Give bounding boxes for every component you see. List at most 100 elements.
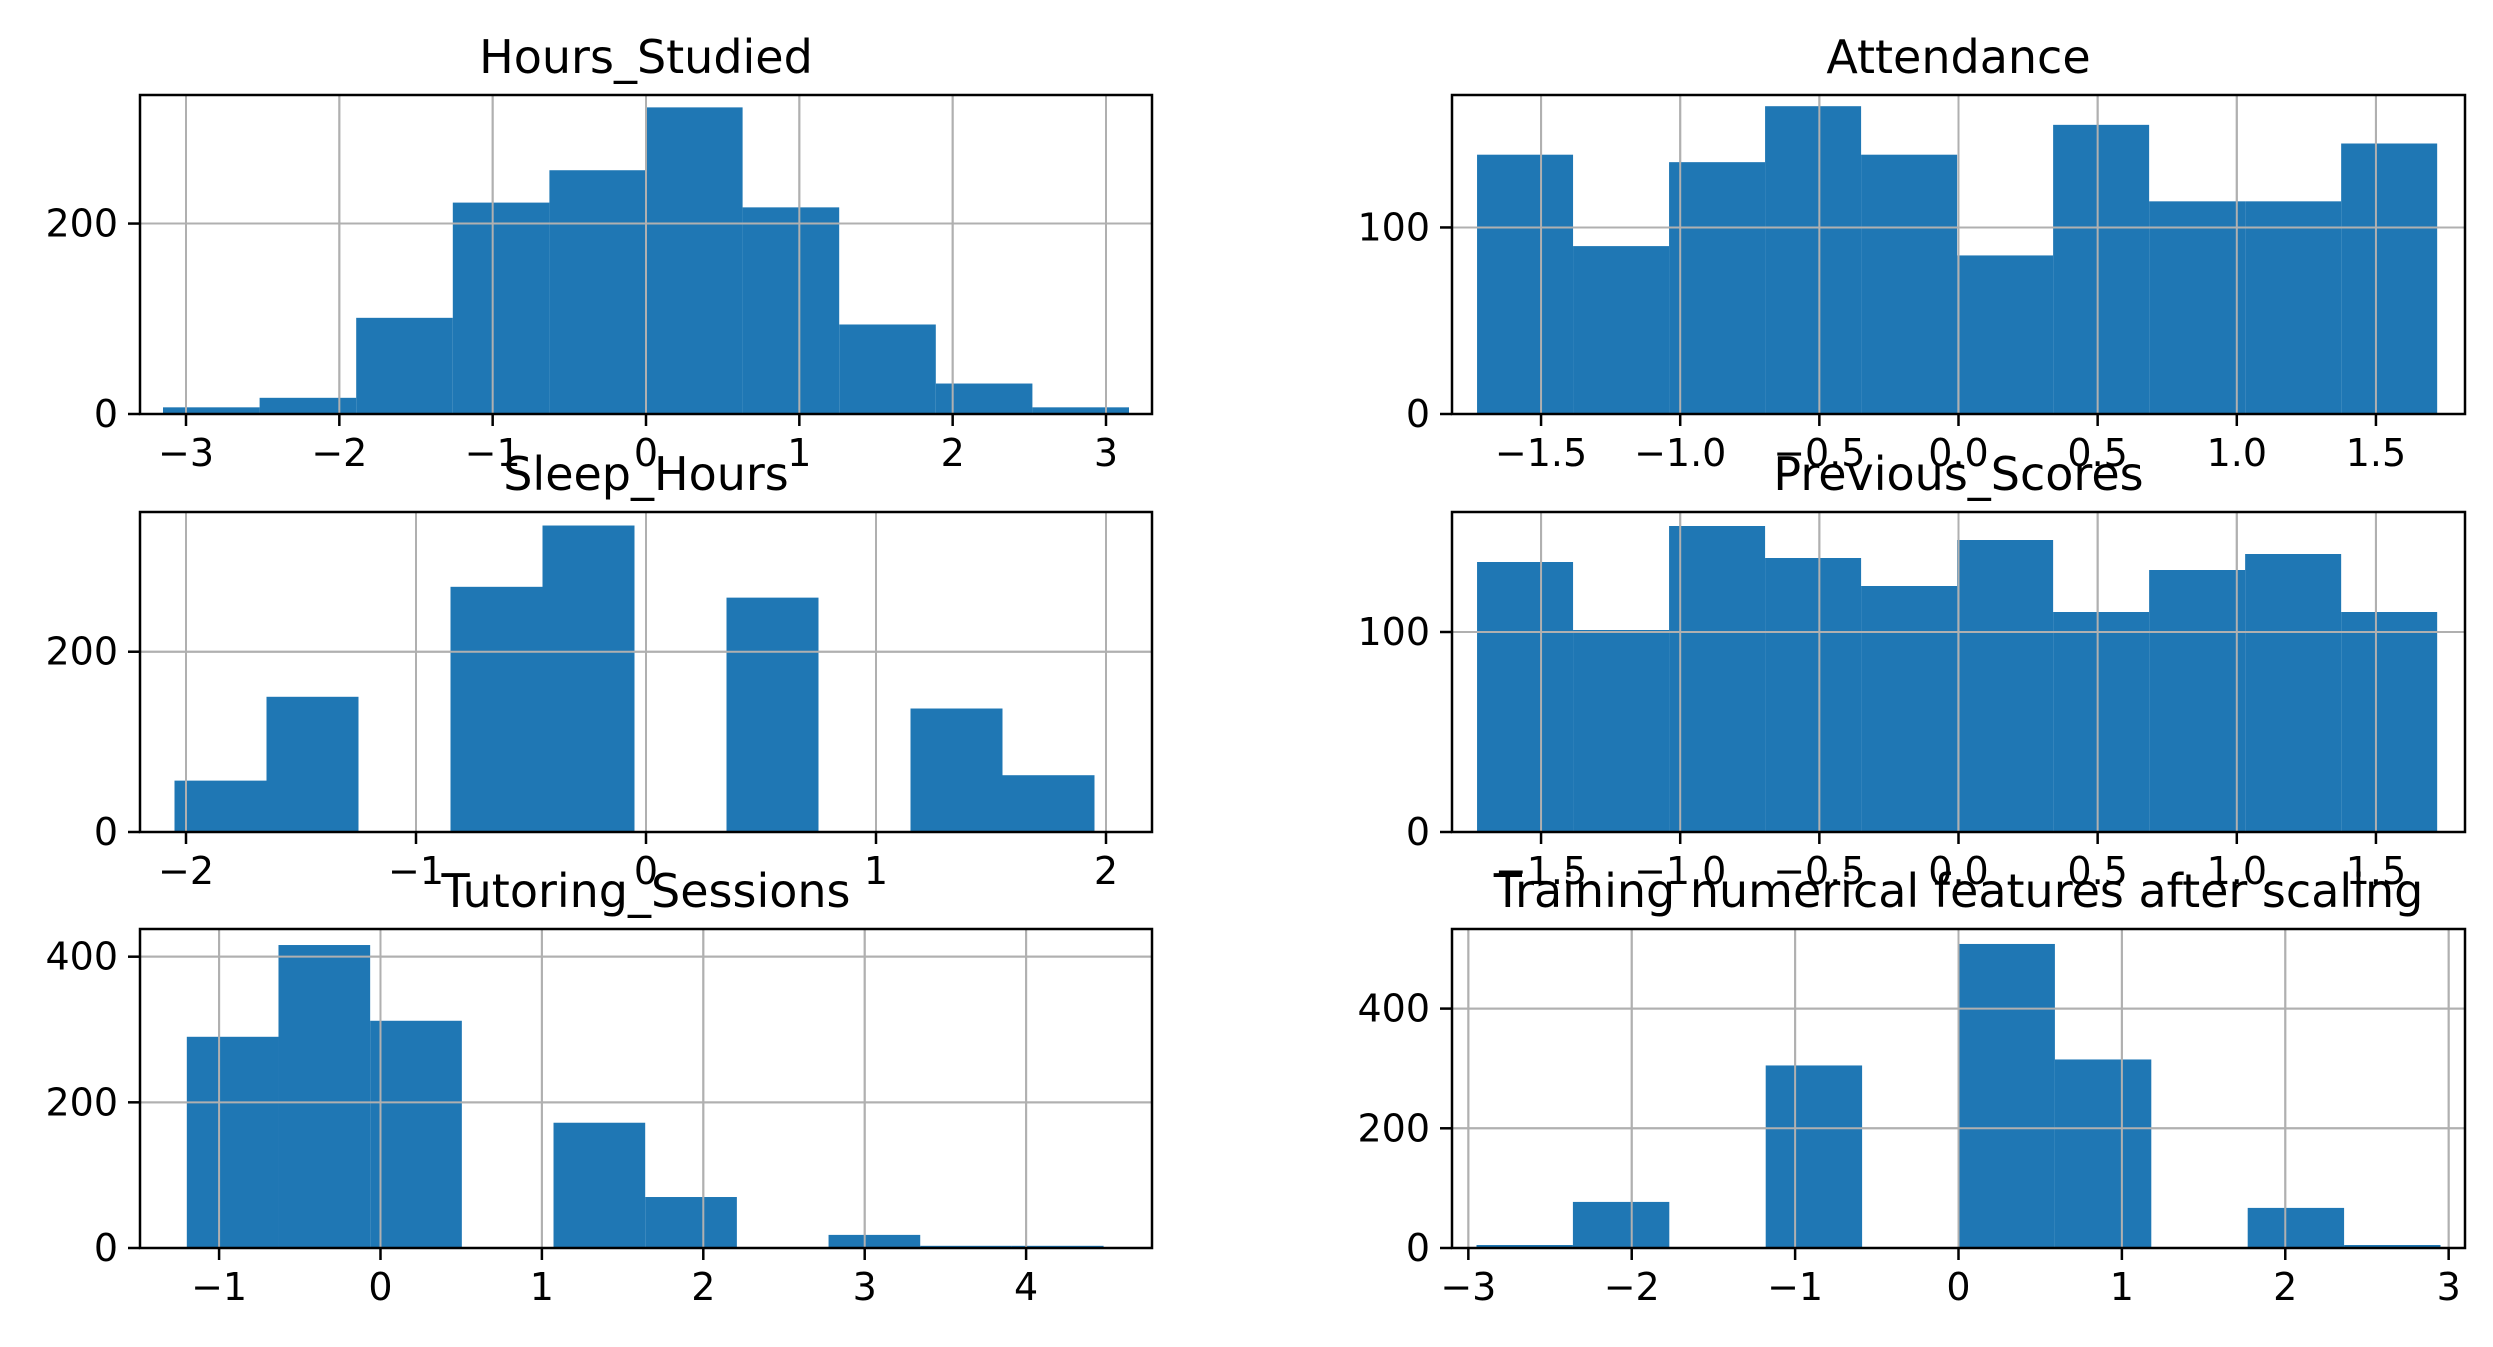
histogram-bar	[356, 317, 453, 414]
subplot-title: Attendance	[1826, 30, 2090, 84]
subplot-title: Previous_Scores	[1773, 447, 2143, 501]
histogram-bar	[1957, 540, 2054, 832]
histogram-bar	[1477, 154, 1574, 414]
x-tick-label: 0	[634, 431, 658, 475]
histogram-bar	[1669, 162, 1766, 414]
subplot-sleep-hours: −2 −1 0 1 2 0 200 Sleep_Hours	[45, 447, 1154, 893]
x-tick-label: −1.5	[1495, 849, 1587, 893]
x-tick-label: 2	[691, 1265, 715, 1309]
x-tick-label: 0	[634, 849, 658, 893]
histogram-bar	[452, 202, 550, 414]
x-tick-label: 3	[2437, 1265, 2461, 1309]
histogram-bar	[1669, 526, 1766, 832]
subplot-title: Hours_Studied	[479, 30, 813, 84]
x-tick-label: −0.5	[1773, 849, 1865, 893]
histogram-bar	[450, 586, 543, 832]
histogram-bar	[2245, 201, 2342, 414]
histogram-bar	[2341, 143, 2438, 414]
y-tick-label: 0	[94, 810, 118, 854]
y-ticks: 0 200 400	[45, 935, 140, 1270]
histogram-bar	[2054, 1059, 2152, 1248]
x-ticks: −1 0 1 2 3 4	[191, 1248, 1038, 1309]
x-tick-label: 1.0	[2207, 431, 2267, 475]
y-tick-label: 0	[1406, 392, 1430, 436]
y-tick-label: 200	[45, 202, 118, 246]
x-tick-label: −2	[311, 431, 367, 475]
histogram-bar	[1861, 154, 1958, 414]
subplot-tutoring-sessions: −1 0 1 2 3 4 0 200 400 Tutoring_Sessions	[45, 864, 1154, 1309]
histogram-bar	[549, 170, 646, 414]
axes-frame	[138, 927, 1154, 1250]
x-tick-label: 1.5	[2346, 431, 2406, 475]
histogram-bar	[1572, 1201, 1670, 1248]
subplot-attendance: −1.5 −1.0 −0.5 0.0 0.5 1.0 1.5 0 100 Attendance	[1357, 30, 2467, 475]
histogram-bar	[1573, 246, 1670, 414]
y-tick-label: 200	[1357, 1106, 1430, 1150]
x-tick-label: −1	[191, 1265, 247, 1309]
x-tick-label: 0.0	[1928, 849, 1988, 893]
histogram-bar	[2053, 612, 2150, 832]
x-tick-label: 1.5	[2346, 849, 2406, 893]
histogram-bar	[2245, 554, 2342, 832]
x-tick-label: −2	[1604, 1265, 1660, 1309]
y-tick-label: 0	[94, 392, 118, 436]
subplot-title: Sleep_Hours	[503, 447, 789, 501]
histogram-bar	[726, 597, 819, 832]
x-tick-label: −1.0	[1634, 849, 1726, 893]
histogram-bar	[2149, 201, 2246, 414]
histogram-bar	[553, 1122, 646, 1248]
y-ticks: 0 100	[1357, 205, 1452, 436]
x-tick-label: −1	[1767, 1265, 1823, 1309]
x-tick-label: 1.0	[2207, 849, 2267, 893]
y-tick-label: 0	[94, 1226, 118, 1270]
y-tick-label: 400	[45, 935, 118, 979]
histogram-bar	[1958, 943, 2055, 1248]
histogram-bar	[1476, 1245, 1573, 1248]
x-tick-label: 0.0	[1928, 431, 1988, 475]
x-tick-label: 1	[2110, 1265, 2134, 1309]
histogram-bar	[839, 324, 936, 414]
histogram-bars	[140, 512, 1152, 833]
subplot-hours-studied: −3 −2 −1 0 1 2 3 0 200 Hours_Studied	[45, 30, 1154, 475]
x-ticks: −3 −2 −1 0 1 2 3	[158, 414, 1118, 475]
x-tick-label: 1	[787, 431, 811, 475]
y-tick-label: 200	[45, 630, 118, 674]
x-tick-label: 0	[368, 1265, 392, 1309]
x-tick-label: 2	[941, 431, 965, 475]
histogram-bar	[1765, 106, 1862, 414]
y-ticks: 0 200 400	[1357, 987, 1452, 1270]
histogram-bar	[935, 383, 1033, 414]
histogram-bar	[1957, 255, 2054, 414]
y-tick-label: 200	[45, 1080, 118, 1124]
y-tick-label: 0	[1406, 810, 1430, 854]
histogram-bar	[2149, 570, 2246, 832]
histogram-bar	[1765, 1065, 1863, 1248]
x-tick-label: 2	[1094, 849, 1118, 893]
y-tick-label: 400	[1357, 987, 1430, 1031]
subplot-title: Training numerical features after scalin…	[1493, 864, 2424, 918]
x-tick-label: −3	[158, 431, 214, 475]
histogram-bar	[2053, 124, 2150, 414]
x-tick-label: 0.5	[2067, 431, 2127, 475]
x-tick-label: −3	[1440, 1265, 1496, 1309]
x-tick-label: −0.5	[1773, 431, 1865, 475]
x-tick-label: 1	[530, 1265, 554, 1309]
y-tick-label: 0	[1406, 1226, 1430, 1270]
x-ticks: −1.5 −1.0 −0.5 0.0 0.5 1.0 1.5	[1495, 414, 2406, 475]
histogram-bar	[1573, 630, 1670, 832]
histogram-bar	[370, 1020, 462, 1248]
x-ticks: −1.5 −1.0 −0.5 0.0 0.5 1.0 1.5	[1495, 832, 2406, 893]
y-ticks: 0 200	[45, 202, 140, 436]
x-tick-label: 1	[864, 849, 888, 893]
histogram-bar	[742, 207, 840, 414]
histogram-bar	[186, 1036, 279, 1248]
x-tick-label: −1	[388, 849, 444, 893]
histogram-bar	[1861, 586, 1958, 832]
histogram-bar	[278, 945, 371, 1248]
subplot-title: Tutoring_Sessions	[441, 864, 851, 918]
histogram-bar	[646, 107, 743, 415]
subplot-physical-activity: −3 −2 −1 0 1 2 3 0 200 400 Training numerical fe…	[1357, 864, 2467, 1309]
histogram-bars	[140, 95, 1152, 415]
x-tick-label: 3	[853, 1265, 877, 1309]
